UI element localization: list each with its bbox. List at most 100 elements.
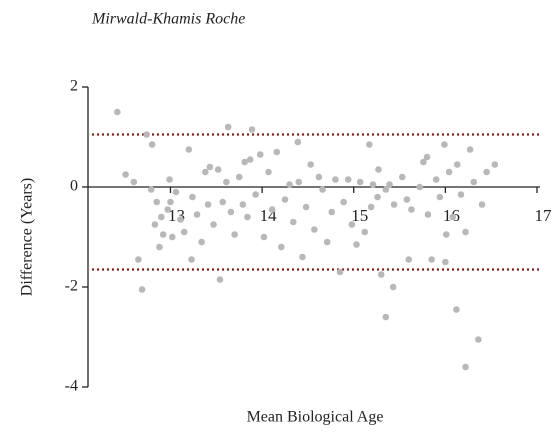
point (241, 158, 248, 166)
point (311, 226, 318, 233)
y-tick-label: 0 (70, 178, 78, 195)
point (348, 221, 356, 228)
point (428, 256, 435, 263)
point (369, 181, 377, 188)
point (210, 221, 217, 228)
point (159, 231, 167, 238)
point (153, 198, 161, 206)
point (188, 256, 195, 263)
point (198, 238, 205, 246)
point (193, 211, 201, 218)
point (302, 203, 310, 211)
point (148, 141, 156, 148)
point (214, 166, 222, 173)
point (445, 168, 453, 176)
point (286, 181, 293, 188)
point (294, 138, 302, 146)
point (246, 156, 254, 163)
point (158, 213, 165, 221)
point (216, 276, 224, 283)
point (377, 271, 385, 278)
point (453, 306, 460, 313)
point (256, 151, 264, 158)
point (478, 201, 486, 208)
point (281, 196, 289, 203)
point (353, 241, 360, 248)
point (265, 168, 272, 176)
point (442, 258, 449, 266)
point (169, 233, 176, 241)
point (323, 238, 331, 246)
point (289, 218, 297, 226)
point (223, 178, 230, 186)
point (206, 163, 214, 171)
chart-title: Mirwald-Khamis Roche (91, 11, 245, 28)
point (147, 186, 155, 193)
point (449, 213, 456, 221)
point (143, 131, 150, 138)
point (470, 178, 478, 186)
point (189, 193, 196, 201)
point (399, 173, 406, 181)
point (367, 203, 375, 211)
point (260, 233, 268, 241)
point (344, 176, 352, 183)
y-axis-label: Difference (Years) (19, 178, 36, 296)
point (382, 313, 390, 321)
point (122, 171, 129, 178)
point (340, 198, 347, 206)
point (432, 176, 440, 183)
point (441, 141, 448, 148)
point (386, 181, 393, 188)
point (278, 243, 285, 251)
point (227, 208, 235, 216)
point (416, 183, 424, 191)
point (336, 268, 344, 276)
point (424, 211, 432, 218)
y-tick-label: -4 (65, 378, 78, 395)
point (252, 191, 259, 198)
point (244, 213, 251, 221)
point (201, 168, 209, 176)
point (462, 363, 469, 371)
point (177, 216, 184, 223)
point (273, 148, 281, 156)
point (204, 201, 212, 208)
point (361, 228, 369, 236)
x-tick-label: 15 (351, 206, 368, 225)
x-axis-label: Mean Biological Age (247, 409, 384, 426)
point (328, 208, 336, 216)
y-tick-label: -2 (65, 278, 78, 295)
point (366, 141, 373, 148)
point (315, 173, 323, 181)
point (457, 191, 465, 198)
point (475, 336, 482, 343)
point (375, 166, 382, 173)
point (248, 126, 256, 133)
point (185, 146, 193, 153)
point (166, 176, 173, 183)
x-tick-label: 17 (535, 206, 553, 225)
point (307, 161, 314, 168)
point (224, 123, 232, 131)
point (114, 108, 121, 116)
point (235, 173, 243, 181)
y-tick-label: 2 (70, 78, 78, 95)
point (130, 178, 138, 186)
point (382, 186, 390, 193)
point (295, 178, 303, 186)
point (172, 188, 180, 196)
point (436, 193, 444, 201)
point (164, 206, 172, 213)
point (405, 256, 413, 263)
point (403, 196, 411, 203)
point (420, 158, 427, 166)
point (180, 228, 188, 236)
point (219, 198, 226, 206)
point (442, 231, 450, 238)
point (156, 243, 163, 251)
point (389, 283, 397, 291)
point (390, 201, 398, 208)
point (138, 286, 146, 293)
